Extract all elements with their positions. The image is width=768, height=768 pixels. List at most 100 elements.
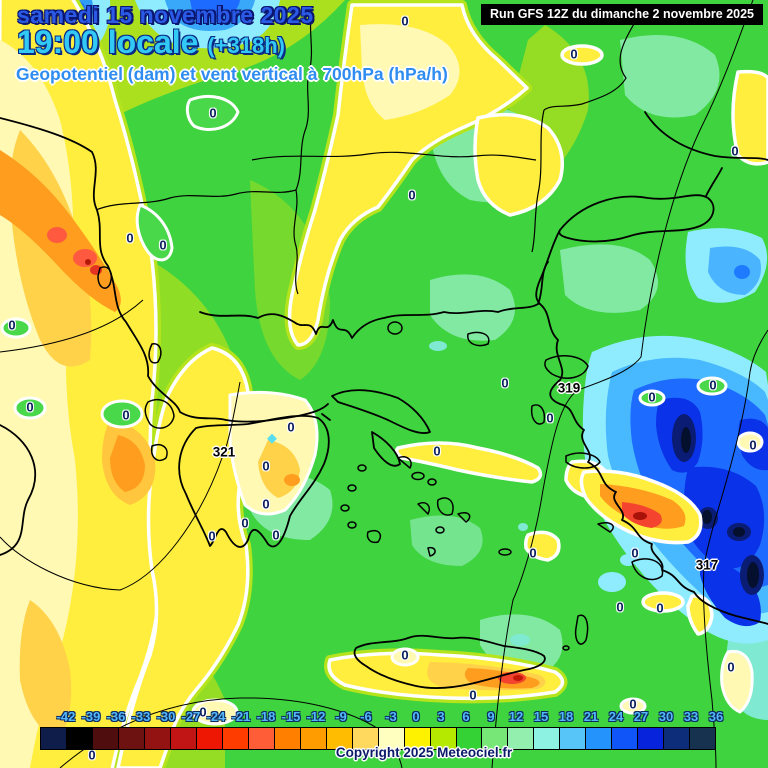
zero-contour-label: 0 (287, 419, 295, 435)
variable-title: Geopotentiel (dam) et vent vertical à 70… (16, 64, 448, 84)
colorbar-cell (612, 727, 639, 750)
colorbar-cell (196, 727, 223, 750)
colorbar-cell (690, 727, 717, 750)
colorbar-cell (430, 727, 457, 750)
zero-contour-label: 0 (401, 13, 409, 29)
zero-contour-label: 0 (26, 399, 34, 415)
colorbar-tick-label: 15 (533, 709, 549, 724)
zero-contour-label: 0 (469, 687, 477, 703)
zero-contour-lenses (0, 95, 764, 726)
zero-contour-label: 0 (546, 410, 554, 426)
colorbar-cell (482, 727, 509, 750)
zero-contour-label: 0 (727, 659, 735, 675)
zero-contour-label: 0 (209, 105, 217, 121)
colorbar-tick-label: -33 (131, 709, 151, 724)
coastlines (0, 111, 768, 690)
colorbar-cell (300, 727, 327, 750)
colorbar-cell (248, 727, 275, 750)
colorbar-cell (456, 727, 483, 750)
colorbar-tick-label: 18 (558, 709, 574, 724)
colorbar-tick-label: -42 (56, 709, 76, 724)
colorbar-tick-label: 21 (583, 709, 599, 724)
colorbar-tick-label: 12 (508, 709, 524, 724)
zero-contour-label: 0 (208, 528, 216, 544)
colorbar-tick-label: -36 (106, 709, 126, 724)
colorbar-tick-label: -24 (206, 709, 226, 724)
zero-contour-label: 0 (262, 458, 270, 474)
local-time: 19:00 locale (17, 24, 199, 60)
colorbar-tick-label: -21 (231, 709, 251, 724)
colorbar-tick-label: -3 (385, 709, 397, 724)
zero-contour-label: 0 (199, 704, 207, 720)
zero-contour-label: 0 (262, 496, 270, 512)
colorbar-cell (66, 727, 93, 750)
zero-contour-label: 0 (529, 545, 537, 561)
colorbar-cell (144, 727, 171, 750)
colorbar-cell (40, 727, 67, 750)
colorbar-cell (274, 727, 301, 750)
colorbar-tick-label: -6 (360, 709, 372, 724)
geopotential-contour-label: 321 (212, 444, 236, 460)
colorbar-tick-label: 36 (708, 709, 724, 724)
colorbar-cell (378, 727, 405, 750)
colorbar-tick-label: 33 (683, 709, 699, 724)
zero-contour-label: 0 (631, 545, 639, 561)
colorbar-tick-label: -39 (81, 709, 101, 724)
islands (97, 266, 664, 651)
colorbar-cell (222, 727, 249, 750)
zero-contour-label: 0 (159, 237, 167, 253)
zero-contour-label: 0 (401, 647, 409, 663)
zero-contour-label: 0 (731, 143, 739, 159)
colorbar-cell (352, 727, 379, 750)
colorbar-cell (534, 727, 561, 750)
zero-contour-label: 0 (749, 437, 757, 453)
field-blue-northeast (685, 228, 768, 303)
zero-contour-label: 0 (629, 696, 637, 712)
copyright-text: Copyright 2025 Meteociel.fr (335, 745, 513, 760)
forecast-offset: (+318h) (207, 33, 285, 58)
colorbar-cell (586, 727, 613, 750)
borders (95, 11, 635, 295)
colorbar-tick-label: -9 (335, 709, 347, 724)
colorbar-tick-label: 27 (633, 709, 649, 724)
colorbar-tick-label: -27 (181, 709, 201, 724)
zero-contour-label: 0 (570, 46, 578, 62)
colorbar-cell (326, 727, 353, 750)
date-line: samedi 15 novembre 2025 (17, 2, 314, 28)
colorbar-tick-label: 6 (462, 709, 470, 724)
geopotential-contour-label: 319 (557, 380, 581, 396)
colorbar-tick-label: 9 (487, 709, 495, 724)
zero-contour-label: 0 (8, 317, 16, 333)
time-line: 19:00 locale (+318h) (17, 24, 285, 61)
zero-contour-label: 0 (272, 527, 280, 543)
run-info-box: Run GFS 12Z du dimanche 2 novembre 2025 (481, 4, 763, 25)
colorbar-cell (92, 727, 119, 750)
zero-contour-label: 0 (501, 375, 509, 391)
colorbar-cell (560, 727, 587, 750)
zero-contour-label: 0 (433, 443, 441, 459)
zero-contour-label: 0 (241, 515, 249, 531)
zero-contour-label: 0 (122, 407, 130, 423)
colorbar-cell (404, 727, 431, 750)
geopotential-contour-label: 317 (695, 557, 719, 573)
colorbar-tick-label: 24 (608, 709, 624, 724)
colorbar-cell (638, 727, 665, 750)
zero-contour-label: 0 (709, 377, 717, 393)
colorbar-tick-label: 30 (658, 709, 674, 724)
colorbar-tick-label: -18 (256, 709, 276, 724)
zero-contour-label: 0 (656, 600, 664, 616)
zero-contour-label: 0 (408, 187, 416, 203)
zero-contour-label: 0 (126, 230, 134, 246)
colorbar-tick-label: -30 (156, 709, 176, 724)
colorbar-cell (118, 727, 145, 750)
colorbar (40, 727, 717, 750)
zero-contour-label: 0 (88, 747, 96, 763)
colorbar-tick-label: 3 (437, 709, 445, 724)
colorbar-tick-label: -15 (281, 709, 301, 724)
colorbar-cell (170, 727, 197, 750)
colorbar-cell (664, 727, 691, 750)
